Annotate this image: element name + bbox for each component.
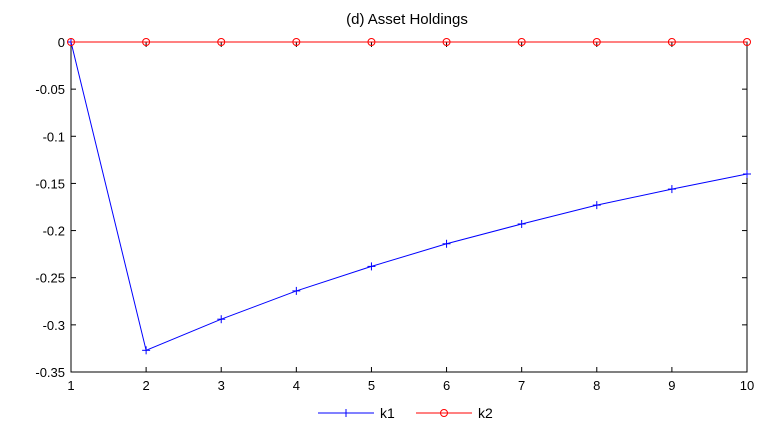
- y-tick-label: -0.3: [43, 318, 65, 333]
- legend: k1 k2: [318, 405, 493, 421]
- data-point-k2: [142, 38, 151, 46]
- x-tick-label: 4: [293, 378, 300, 393]
- x-tick-label: 6: [443, 378, 450, 393]
- y-tick-label: 0: [58, 35, 65, 50]
- x-tick-label: 2: [142, 378, 149, 393]
- data-point-k2: [442, 38, 451, 46]
- data-point-k1: [743, 170, 751, 178]
- data-point-k1: [667, 185, 676, 194]
- y-tick-label: -0.15: [35, 176, 65, 191]
- data-point-k1: [592, 201, 601, 210]
- data-point-k2: [292, 38, 301, 46]
- x-tick-label: 3: [218, 378, 225, 393]
- legend-label-k2: k2: [478, 405, 493, 421]
- x-tick-label: 7: [518, 378, 525, 393]
- y-tick-label: -0.35: [35, 365, 65, 380]
- y-tick-label: -0.2: [43, 224, 65, 239]
- series-line-k1: [70, 41, 748, 351]
- x-tick-label: 10: [740, 378, 754, 393]
- legend-marker-k1: [342, 409, 350, 417]
- chart-title: (d) Asset Holdings: [346, 11, 468, 28]
- data-point-k2: [743, 38, 751, 46]
- plot-area: 1 2 3 4 5 6 7 8 9 10 0 -0.05 -0.1 -0.15 -0.2 -0.25 -0.3 -…: [35, 35, 754, 393]
- x-tick-label: 9: [668, 378, 675, 393]
- x-tick-label: 5: [368, 378, 375, 393]
- x-tick-label: 8: [593, 378, 600, 393]
- legend-label-k1: k1: [380, 405, 395, 421]
- data-point-k1: [292, 286, 301, 295]
- data-point-k2: [592, 38, 601, 46]
- data-point-k2: [217, 38, 226, 46]
- data-point-k1: [217, 315, 226, 324]
- data-point-k1: [517, 219, 526, 228]
- y-tick-label: -0.25: [35, 271, 65, 286]
- data-point-k1: [442, 239, 451, 248]
- data-point-k2: [517, 38, 526, 46]
- data-point-k2: [667, 38, 676, 46]
- data-point-k1: [367, 262, 376, 271]
- data-point-k1: [142, 346, 151, 355]
- y-tick-label: -0.05: [35, 82, 65, 97]
- data-point-k2: [367, 38, 376, 46]
- legend-marker-k2: [440, 409, 448, 417]
- data-point-k2: [67, 38, 75, 46]
- y-tick-label: -0.1: [43, 129, 65, 144]
- x-tick-label: 1: [67, 378, 74, 393]
